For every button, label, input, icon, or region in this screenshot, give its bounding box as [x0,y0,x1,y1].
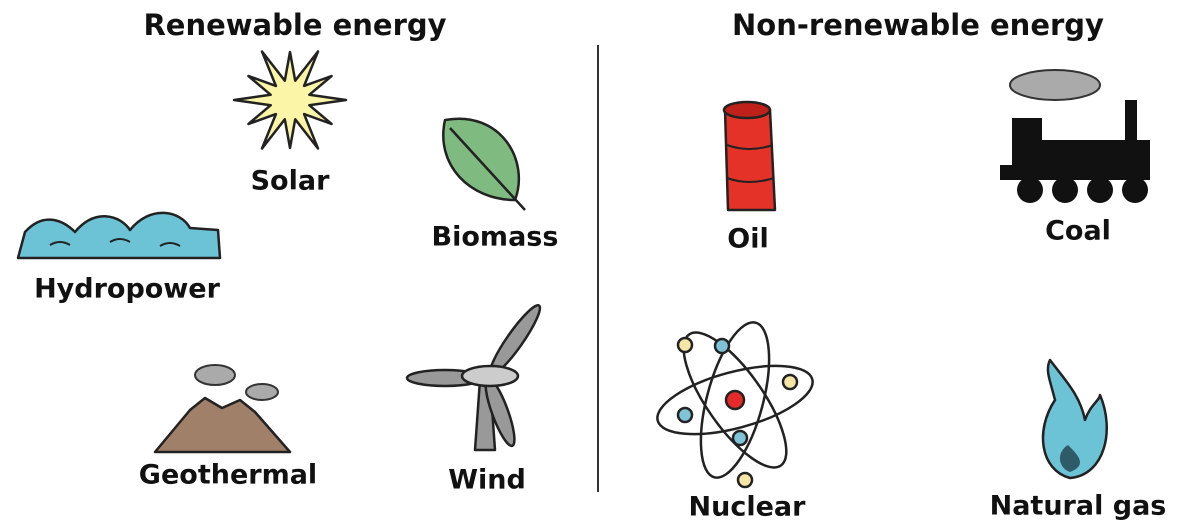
section-title: Non-renewable energy [732,8,1104,42]
item-label: Coal [1045,216,1111,247]
item-label: Wind [448,465,526,496]
flame-icon [1043,360,1107,478]
barrel-icon [724,102,775,210]
sun-icon [234,52,346,149]
item-label: Nuclear [689,492,807,523]
waves-icon [18,213,220,258]
item-label: Natural gas [990,491,1167,522]
item-label: Solar [251,166,330,197]
item-label: Geothermal [139,460,317,491]
item-label: Oil [727,224,768,255]
leaf-icon [443,119,525,210]
energy-diagram: Renewable energy Non-renewable energy So… [0,0,1186,528]
turbine-icon [407,301,546,450]
item-label: Hydropower [34,274,221,305]
volcano-icon [155,365,290,452]
section-title: Renewable energy [143,8,446,42]
atom-icon [650,315,819,487]
train-icon [1000,70,1150,203]
item-label: Biomass [432,222,559,253]
